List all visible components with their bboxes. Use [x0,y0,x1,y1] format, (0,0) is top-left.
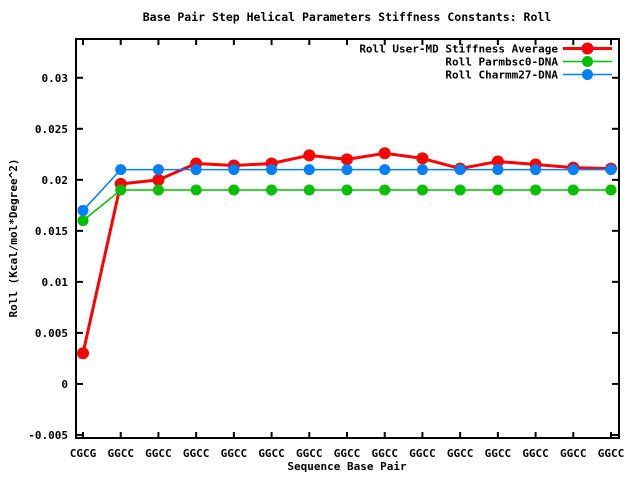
x-tick-label: GGCC [258,447,285,460]
data-point-marker [491,155,504,168]
data-point-marker [190,184,202,196]
data-point-marker [492,164,504,176]
x-tick-label: GGCC [296,447,323,460]
data-point-marker [152,173,165,186]
y-tick-label: 0.02 [42,174,69,187]
legend-label: Roll Charmm27-DNA [445,69,558,82]
legend-sample-marker [582,69,593,80]
data-point-marker [530,184,542,196]
x-tick-label: GGCC [145,447,172,460]
data-point-marker [266,164,278,176]
data-point-marker [379,184,391,196]
y-tick-label: 0.01 [42,276,69,289]
data-point-marker [416,184,428,196]
legend-label: Roll Parmbsc0-DNA [445,56,558,69]
plot-border [75,38,620,439]
data-point-marker [190,164,202,176]
data-point-marker [228,184,240,196]
y-tick-label: -0.005 [28,429,68,442]
data-point-marker [379,164,391,176]
y-axis-label: Roll (Kcal/mol*Degree^2) [7,159,20,318]
y-tick-label: 0.025 [35,123,68,136]
x-tick-label: GGCC [371,447,398,460]
x-axis-label: Sequence Base Pair [287,460,407,473]
data-point-marker [454,164,466,176]
data-point-marker [341,153,353,166]
x-tick-label: GGCC [409,447,436,460]
y-tick-label: 0.005 [35,327,68,340]
legend-label: Roll User-MD Stiffness Average [359,43,558,56]
data-point-marker [303,164,315,176]
data-point-marker [492,184,504,196]
data-point-marker [77,215,89,227]
data-point-marker [266,184,278,196]
x-tick-label: GGCC [560,447,587,460]
y-tick-label: 0 [61,378,68,391]
data-point-marker [115,184,127,196]
data-point-marker [77,347,89,360]
data-point-marker [77,204,89,216]
y-tick-label: 0.03 [42,72,69,85]
data-point-marker [416,152,429,165]
x-tick-label: GGCC [485,447,512,460]
x-tick-label: GGCC [522,447,549,460]
x-tick-label: GGCC [107,447,134,460]
data-point-marker [303,184,315,196]
legend-sample-marker [582,56,593,67]
x-tick-label: GGCC [221,447,248,460]
data-point-marker [605,184,617,196]
x-tick-label: GGCC [598,447,625,460]
x-tick-label: CGCG [70,447,97,460]
data-point-marker [115,164,127,176]
data-point-marker [567,184,579,196]
data-series [77,147,617,360]
data-point-marker [341,164,353,176]
data-point-marker [341,184,353,196]
data-point-marker [378,147,391,160]
x-tick-label: GGCC [183,447,210,460]
data-point-marker [567,164,579,176]
data-point-marker [152,184,164,196]
axis-ticks: CGCG GGCC GGCC GGCC GGCC GGCC GGCC GGCC GGCC GGCC… [28,40,624,460]
x-tick-label: GGCC [447,447,474,460]
y-tick-label: 0.015 [35,225,68,238]
chart-title: Base Pair Step Helical Parameters Stiffn… [143,10,552,24]
data-point-marker [303,149,316,162]
x-tick-label: GGCC [334,447,361,460]
data-point-marker [454,184,466,196]
data-point-marker [228,164,240,176]
data-point-marker [416,164,428,176]
data-point-marker [605,164,617,176]
data-point-marker [152,164,164,176]
legend-sample-marker [581,42,594,55]
data-point-marker [530,164,542,176]
